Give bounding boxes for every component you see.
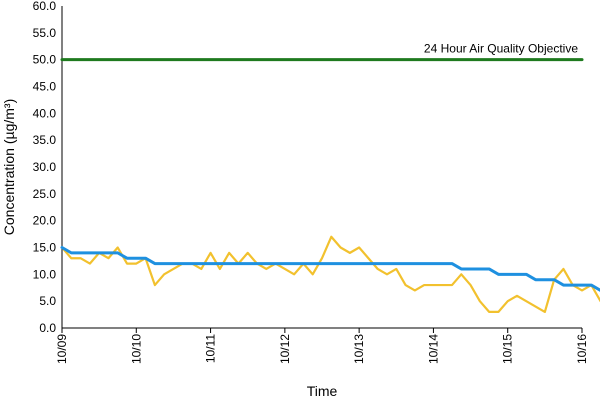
y-tick-label: 50.0 — [33, 53, 57, 67]
x-tick-label: 10/16 — [575, 334, 589, 364]
x-tick-label: 10/13 — [352, 334, 366, 364]
x-tick-label: 10/11 — [204, 334, 218, 363]
x-axis-label: Time — [307, 383, 338, 399]
y-tick-label: 10.0 — [33, 267, 57, 281]
y-tick-label: 35.0 — [33, 133, 57, 147]
x-tick-label: 10/09 — [55, 334, 69, 364]
y-tick-label: 40.0 — [33, 106, 57, 120]
y-tick-label: 5.0 — [39, 294, 56, 308]
y-tick-label: 0.0 — [39, 321, 56, 335]
series-layer — [60, 58, 600, 313]
y-axis: 0.0 5.0 10.0 15.0 20.0 25.0 30.0 35.0 40.0 45.0 50… — [33, 0, 63, 335]
x-tick-label: 10/10 — [129, 334, 143, 364]
objective-annotation: 24 Hour Air Quality Objective — [424, 42, 578, 56]
y-tick-label: 60.0 — [33, 0, 57, 13]
y-tick-label: 20.0 — [33, 214, 57, 228]
y-tick-label: 15.0 — [33, 241, 57, 255]
y-tick-label: 25.0 — [33, 187, 57, 201]
y-tick-label: 45.0 — [33, 80, 57, 94]
y-axis-label: Concentration (µg/m³) — [1, 99, 17, 235]
x-tick-label: 10/15 — [501, 334, 515, 364]
y-tick-label: 30.0 — [33, 160, 57, 174]
y-tick-label: 55.0 — [33, 26, 57, 40]
x-tick-label: 10/12 — [278, 334, 292, 364]
x-axis: 10/09 10/10 10/11 10/12 10/13 10/14 10/15 10/16 — [55, 327, 589, 364]
pm-measured-line — [60, 235, 600, 313]
pm-rolling-average-line — [60, 246, 600, 292]
x-tick-label: 10/14 — [426, 334, 440, 364]
